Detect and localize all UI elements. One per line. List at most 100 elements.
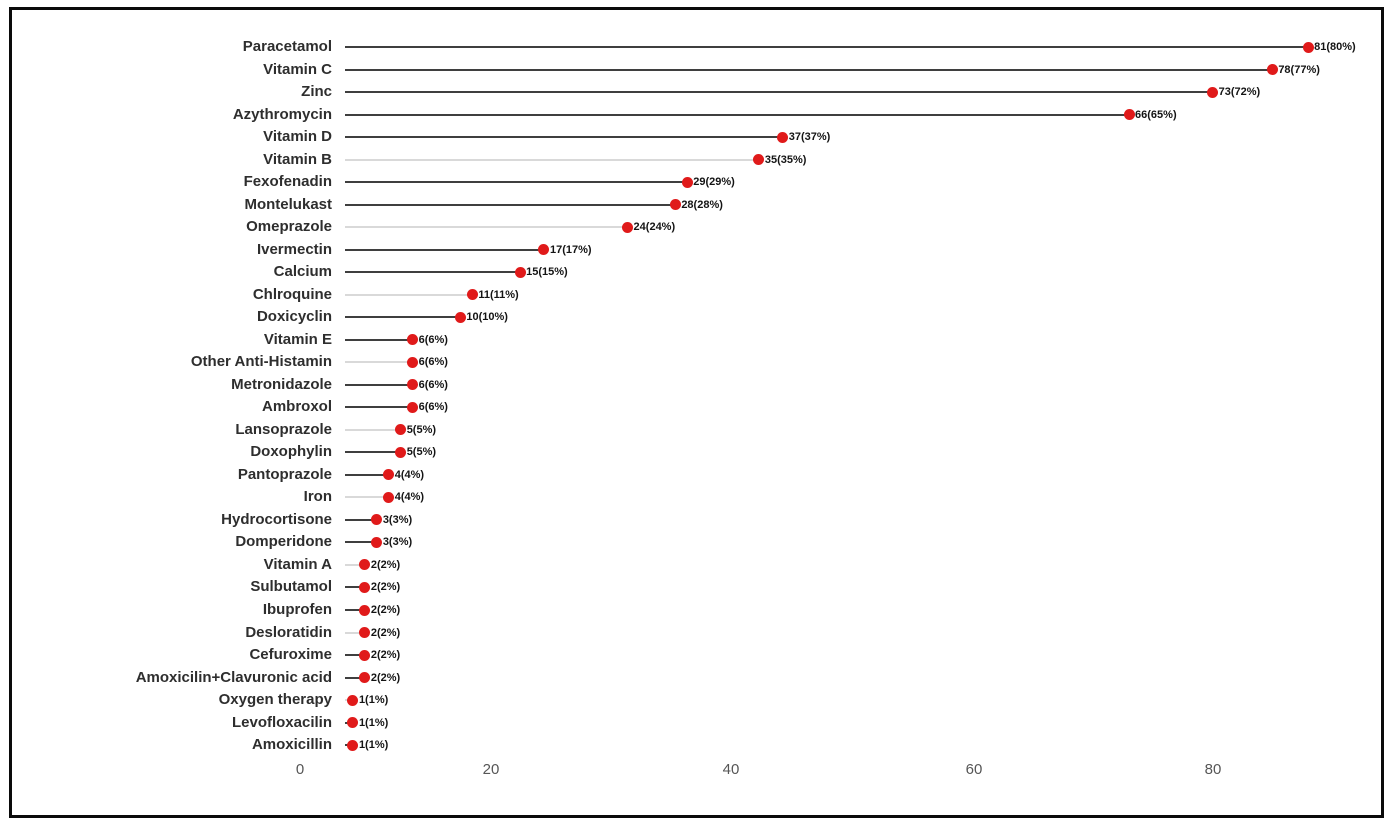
category-label: Amoxicilin+Clavuronic acid [135,668,332,686]
lollipop-line [345,541,377,544]
data-point-dot [359,604,371,616]
lollipop-line [345,203,676,206]
lollipop-line [345,158,759,161]
data-point-dot [407,334,419,346]
lollipop-line [345,586,365,589]
data-point-dot [1123,109,1135,121]
category-label: Desloratidin [245,623,332,641]
data-point-dot [669,199,681,211]
value-label: 2(2%) [370,649,401,662]
value-label: 29(29%) [693,176,735,189]
category-label: Vitamin C [263,60,332,78]
category-label: Amoxicillin [251,736,332,754]
category-label: Fexofenadin [243,173,332,191]
value-label: 17(17%) [549,243,592,256]
category-label: Doxophylin [250,443,332,461]
value-label: 37(37%) [788,131,831,144]
lollipop-line [345,473,389,476]
category-label: Montelukast [244,195,332,213]
category-label: Vitamin D [263,128,332,146]
category-label: Sulbutamol [250,578,332,596]
x-tick-label: 80 [1204,761,1222,778]
category-label: Metronidazole [231,375,332,393]
lollipop-line [345,248,544,251]
data-point-dot [383,491,395,503]
value-label: 1(1%) [358,716,389,729]
data-point-dot [383,469,395,481]
x-tick-label: 0 [295,761,305,778]
data-point-dot [454,311,466,323]
category-label: Cefuroxime [249,646,332,664]
category-label: Vitamin E [263,330,332,348]
category-label: Paracetamol [242,38,332,55]
category-label: Zinc [301,83,332,101]
data-point-dot [359,581,371,593]
category-label: Ambroxol [261,398,332,416]
value-label: 6(6%) [418,356,448,369]
value-label: 35(35%) [764,153,807,166]
category-label: Doxicyclin [256,308,332,326]
value-label: 1(1%) [358,694,389,707]
value-label: 3(3%) [382,513,413,526]
category-label: Vitamin A [263,555,332,573]
data-point-dot [395,446,407,458]
lollipop-line [345,654,365,657]
category-label: Other Anti-Histamin [190,353,332,371]
lollipop-line [345,46,1309,48]
value-label: 6(6%) [418,401,448,414]
lollipop-line [345,631,365,634]
lollipop-line [345,136,783,139]
lollipop-line [345,91,1213,94]
data-point-dot [1266,64,1278,76]
data-point-dot [347,717,359,729]
value-label: 78(77%) [1278,63,1320,76]
data-point-dot [395,424,407,436]
lollipop-line [345,406,413,409]
lollipop-line [345,316,461,319]
value-label: 28(28%) [681,198,723,211]
data-point-dot [347,739,359,751]
data-point-dot [359,649,371,661]
data-point-dot [466,289,478,301]
value-label: 5(5%) [406,423,437,436]
value-label: 4(4%) [394,468,425,481]
category-label: Vitamin B [263,150,332,168]
value-label: 15(15%) [526,266,568,279]
data-point-dot [407,379,419,391]
data-point-dot [538,244,550,256]
value-label: 11(11%) [478,288,519,301]
value-label: 2(2%) [370,626,401,639]
value-label: 2(2%) [370,671,401,684]
value-label: 73(72%) [1218,86,1261,99]
lollipop-line [345,271,521,274]
value-label: 24(24%) [633,221,676,234]
value-label: 2(2%) [370,581,401,594]
data-point-dot [407,401,419,413]
lollipop-line [345,226,628,229]
data-point-dot [371,514,383,526]
value-label: 81(80%) [1314,41,1356,53]
lollipop-line [345,68,1273,71]
category-label: Chlroquine [252,285,332,303]
category-label: Hydrocortisone [221,510,332,528]
category-label: Pantoprazole [237,465,332,483]
lollipop-line [345,181,688,184]
x-tick-label: 40 [722,761,740,778]
category-label: Lansoprazole [235,420,332,438]
lollipop-line [345,676,365,679]
value-label: 2(2%) [370,604,401,616]
value-label: 1(1%) [358,739,389,752]
data-point-dot [514,266,526,278]
value-label: 3(3%) [382,536,413,549]
category-label: Levofloxacilin [231,713,332,731]
value-label: 2(2%) [370,558,401,571]
category-label: Ivermectin [256,240,332,258]
category-label: Calcium [273,263,332,281]
value-label: 66(65%) [1135,108,1177,121]
value-label: 10(10%) [466,311,508,324]
lollipop-line [345,451,401,454]
lollipop-line [345,609,365,611]
category-label: Domperidone [235,533,332,551]
